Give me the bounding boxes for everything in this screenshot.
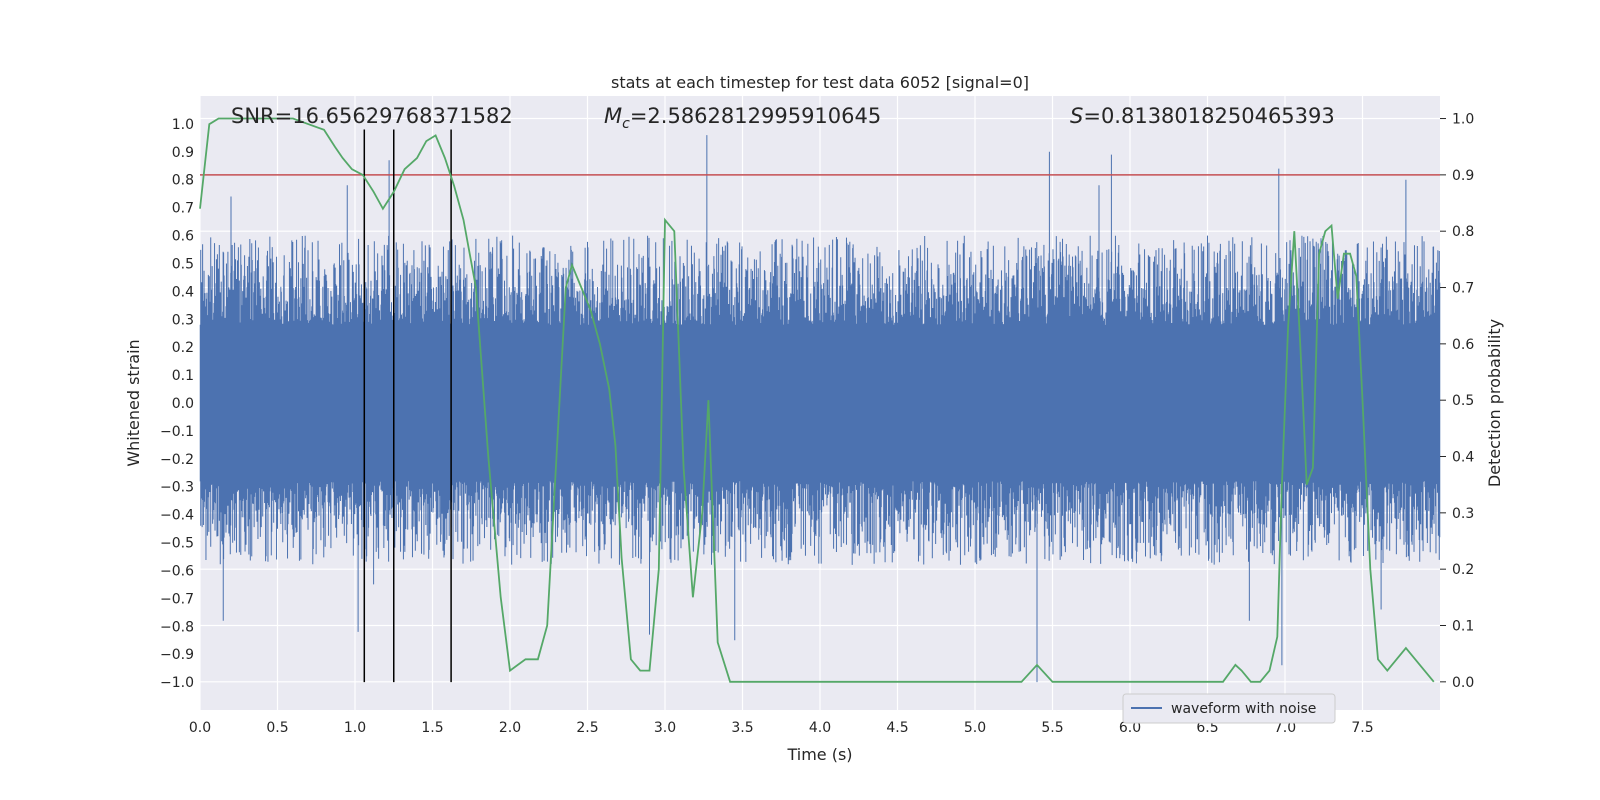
x-tick-label: 4.0: [809, 720, 831, 736]
x-tick-label: 7.0: [1274, 720, 1296, 736]
x-tick-label: 7.5: [1351, 720, 1373, 736]
x-tick-label: 5.5: [1041, 720, 1063, 736]
y-tick-label: −0.6: [160, 563, 194, 579]
y-axis-label: Whitened strain: [124, 339, 143, 466]
y-tick-label: 1.0: [172, 117, 194, 133]
y-tick-label: 0.4: [172, 284, 194, 300]
snr-annotation: SNR=16.65629768371582: [231, 104, 513, 128]
x-axis-ticks: 0.0 0.5 1.0 1.5 2.0 2.5 3.0 3.5 4.0 4.5 5.0 5.5 6.0 6…: [189, 720, 1374, 736]
y-right-tick-label: 0.7: [1452, 281, 1474, 297]
y-right-tick-label: 0.5: [1452, 393, 1474, 409]
probability-line: [199, 117, 1435, 683]
y-tick-label: 0.5: [172, 256, 194, 272]
y-tick-label: −0.4: [160, 508, 194, 524]
x-tick-label: 0.0: [189, 720, 211, 736]
y-right-tick-label: 0.1: [1452, 619, 1474, 635]
y-right-tick-label: 0.0: [1452, 675, 1474, 691]
waveform-series: [199, 135, 1441, 683]
y-tick-label: 0.3: [172, 312, 194, 328]
y-tick-label: −0.2: [160, 452, 194, 468]
x-tick-label: 4.5: [886, 720, 908, 736]
x-tick-label: 5.0: [964, 720, 986, 736]
x-tick-label: 2.5: [576, 720, 598, 736]
y-tick-label: −0.9: [160, 647, 194, 663]
y-tick-label: 0.0: [172, 396, 194, 412]
x-tick-label: 6.0: [1119, 720, 1141, 736]
marker-lines: [363, 129, 452, 683]
x-tick-label: 1.5: [421, 720, 443, 736]
y-right-tick-label: 0.8: [1452, 224, 1474, 240]
y-tick-label: −0.5: [160, 536, 194, 552]
y-right-tick-label: 0.4: [1452, 450, 1474, 466]
y-tick-label: 0.9: [172, 145, 194, 161]
y-tick-label: 0.1: [172, 368, 194, 384]
legend-box: [1122, 693, 1336, 724]
y-right-axis-label: Detection probability: [1485, 319, 1504, 487]
x-tick-label: 0.5: [266, 720, 288, 736]
y-right-tick-label: 0.2: [1452, 562, 1474, 578]
chart-title: stats at each timestep for test data 605…: [611, 73, 1029, 92]
y-right-tick-label: 0.3: [1452, 506, 1474, 522]
x-tick-label: 6.5: [1196, 720, 1218, 736]
y-right-axis-ticks: 1.0 0.9 0.8 0.7 0.6 0.5 0.4 0.3 0.2 0.1 0.0: [1440, 112, 1474, 691]
y-right-tick-label: 0.9: [1452, 168, 1474, 184]
y-tick-label: −0.3: [160, 480, 194, 496]
x-tick-label: 3.0: [654, 720, 676, 736]
y-right-tick-label: 1.0: [1452, 112, 1474, 128]
x-tick-label: 1.0: [344, 720, 366, 736]
y-tick-label: −1.0: [160, 675, 194, 691]
y-tick-label: −0.7: [160, 591, 194, 607]
y-tick-label: −0.1: [160, 424, 194, 440]
chirp-mass-annotation: Mc=2.5862812995910645: [604, 104, 881, 132]
x-tick-label: 3.5: [731, 720, 753, 736]
probability-series: [199, 117, 1435, 683]
x-axis-label: Time (s): [786, 745, 852, 764]
s-annotation: S=0.8138018250465393: [1070, 104, 1335, 128]
legend-label: waveform with noise: [1171, 701, 1316, 717]
y-right-tick-label: 0.6: [1452, 337, 1474, 353]
x-tick-label: 2.0: [499, 720, 521, 736]
y-tick-label: −0.8: [160, 619, 194, 635]
y-axis-ticks: 1.0 0.9 0.8 0.7 0.6 0.5 0.4 0.3 0.2 0.1 0.0 −0.1 −0.…: [160, 117, 194, 691]
y-tick-label: 0.2: [172, 340, 194, 356]
legend: waveform with noise: [1122, 693, 1336, 724]
y-tick-label: 0.8: [172, 173, 194, 189]
y-tick-label: 0.6: [172, 229, 194, 245]
waveform-core: [200, 327, 1440, 479]
y-tick-label: 0.7: [172, 201, 194, 217]
